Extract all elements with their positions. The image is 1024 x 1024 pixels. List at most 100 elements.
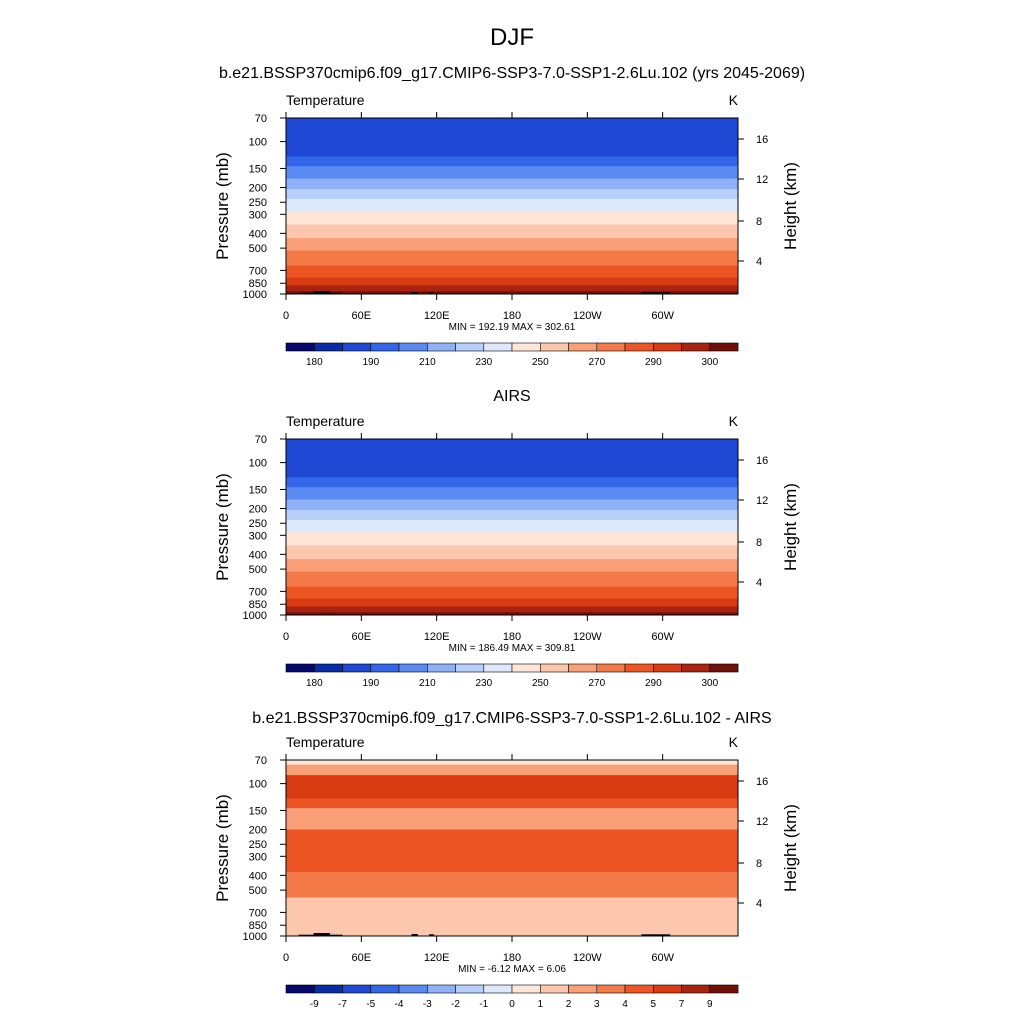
y-tick-label: 500 — [249, 243, 267, 255]
colorbar-label: 3 — [594, 999, 600, 1010]
colorbar-swatch — [483, 342, 513, 352]
colorbar-swatch — [539, 984, 569, 994]
y2-tick-label: 8 — [756, 537, 762, 549]
contour-band — [286, 598, 738, 608]
terrain-mask — [641, 934, 671, 936]
colorbar-label: 230 — [475, 678, 492, 689]
y-axis-label: Pressure (mb) — [213, 152, 232, 260]
y-axis-label: Pressure (mb) — [213, 473, 232, 581]
contour-band — [286, 775, 738, 799]
contour-band — [286, 291, 738, 295]
panel3-title: b.e21.BSSP370cmip6.f09_g17.CMIP6-SSP3-7.… — [252, 710, 771, 727]
y-tick-label: 850 — [249, 599, 267, 611]
x-tick-label: 60E — [352, 952, 372, 964]
terrain-mask — [411, 292, 418, 294]
colorbar-swatch — [539, 342, 569, 352]
contour-band — [286, 277, 738, 287]
colorbar-label: 2 — [566, 999, 572, 1010]
y-tick-label: 70 — [255, 434, 267, 446]
colorbar-label: 190 — [362, 678, 379, 689]
y2-tick-label: 4 — [756, 256, 762, 268]
units-label: K — [729, 734, 739, 750]
contour-band — [286, 178, 738, 190]
colorbar-label: -9 — [310, 999, 319, 1010]
contour-band — [286, 764, 738, 776]
x-tick-label: 60E — [352, 310, 372, 322]
y-tick-label: 500 — [249, 564, 267, 576]
contour-band — [286, 250, 738, 266]
y-tick-label: 250 — [249, 197, 267, 209]
colorbar-swatch — [511, 984, 541, 994]
colorbar-swatch — [709, 663, 739, 673]
y-tick-label: 850 — [249, 278, 267, 290]
x-tick-label: 60W — [651, 310, 674, 322]
x-tick-label: 120E — [424, 631, 450, 643]
contour-band — [286, 238, 738, 252]
x-tick-label: 60W — [651, 631, 674, 643]
panel2-title: AIRS — [493, 388, 530, 405]
colorbar-swatch — [624, 663, 654, 673]
variable-label: Temperature — [286, 92, 365, 108]
contour-band — [286, 285, 738, 292]
contour-band — [286, 487, 738, 501]
contour-band — [286, 439, 738, 478]
colorbar-swatch — [681, 663, 711, 673]
colorbar-label: 180 — [306, 357, 323, 368]
colorbar-swatch — [709, 984, 739, 994]
y-tick-label: 70 — [255, 755, 267, 767]
colorbar-swatch — [313, 984, 343, 994]
colorbar-swatch — [342, 342, 372, 352]
colorbar-label: 190 — [362, 357, 379, 368]
panel-3: Temperature K7010015020025030040050070085… — [213, 734, 800, 1010]
colorbar-swatch — [709, 342, 739, 352]
y-tick-label: 100 — [249, 779, 267, 791]
panel-2: Temperature K7010015020025030040050070085… — [213, 413, 800, 689]
y-tick-label: 1000 — [243, 931, 267, 943]
colorbar-label: -3 — [423, 999, 432, 1010]
contour-band — [286, 586, 738, 600]
contour-band — [286, 499, 738, 511]
units-label: K — [729, 92, 739, 108]
colorbar-swatch — [285, 342, 315, 352]
y-tick-label: 400 — [249, 549, 267, 561]
panel1-title: b.e21.BSSP370cmip6.f09_g17.CMIP6-SSP3-7.… — [219, 65, 805, 82]
y-tick-label: 150 — [249, 163, 267, 175]
y-tick-label: 150 — [249, 484, 267, 496]
panels: Temperature K7010015020025030040050070085… — [213, 92, 800, 1010]
variable-label: Temperature — [286, 734, 365, 750]
colorbar-swatch — [596, 663, 626, 673]
y2-tick-label: 12 — [756, 174, 768, 186]
min-max-stats: MIN = -6.12 MAX = 6.06 — [458, 964, 566, 975]
terrain-mask — [429, 292, 435, 294]
colorbar-swatch — [313, 663, 343, 673]
y2-tick-label: 4 — [756, 898, 762, 910]
contour-band — [286, 897, 738, 937]
min-max-stats: MIN = 186.49 MAX = 309.81 — [449, 643, 576, 654]
colorbar-label: 5 — [651, 999, 657, 1010]
contour-band — [286, 265, 738, 279]
colorbar-label: -4 — [395, 999, 404, 1010]
x-tick-label: 180 — [503, 631, 521, 643]
colorbar-label: 290 — [645, 357, 662, 368]
colorbar-label: 230 — [475, 357, 492, 368]
y2-tick-label: 12 — [756, 816, 768, 828]
x-tick-label: 120E — [424, 310, 450, 322]
figure-title: DJF — [490, 24, 534, 51]
contour-band — [286, 571, 738, 587]
colorbar-label: 210 — [419, 678, 436, 689]
contour-band — [286, 559, 738, 573]
colorbar-label: 4 — [622, 999, 628, 1010]
colorbar-swatch — [681, 984, 711, 994]
y-tick-label: 1000 — [243, 610, 267, 622]
variable-label: Temperature — [286, 413, 365, 429]
colorbar-label: 0 — [509, 999, 515, 1010]
terrain-mask — [641, 292, 671, 294]
min-max-stats: MIN = 192.19 MAX = 302.61 — [449, 322, 576, 333]
colorbar-swatch — [624, 342, 654, 352]
colorbar-label: 290 — [645, 678, 662, 689]
x-tick-label: 0 — [283, 952, 289, 964]
colorbar-swatch — [342, 663, 372, 673]
colorbar-swatch — [511, 663, 541, 673]
colorbar-label: 250 — [532, 678, 549, 689]
